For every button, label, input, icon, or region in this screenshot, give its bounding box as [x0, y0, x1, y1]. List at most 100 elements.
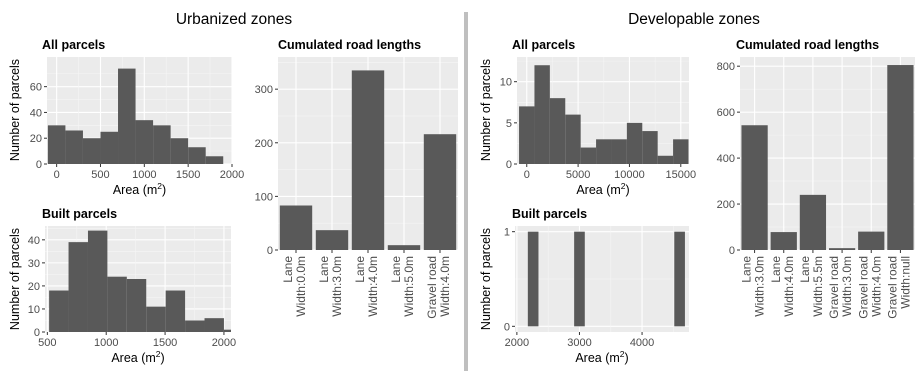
- chart-urban-all: All parcels 0 20 40 60 0 500 1000 1500 2000 Area (…: [8, 38, 244, 197]
- histogram-bar: [534, 65, 550, 164]
- road-length-bar: [351, 70, 385, 251]
- histogram-bar: [49, 290, 69, 332]
- x-axis-label: Area (m2): [113, 181, 166, 197]
- x-tick-label: 0: [54, 169, 60, 181]
- y-tick-label: 40: [28, 235, 40, 247]
- category-label: Gravel roadWidth:null: [885, 256, 912, 319]
- y-axis-label: Number of parcels: [8, 228, 22, 330]
- histogram-bar: [185, 320, 205, 332]
- chart-title: Built parcels: [42, 207, 117, 221]
- histogram-bar: [642, 131, 658, 164]
- histogram-bar: [611, 139, 627, 164]
- chart-urban-roads: Cumulated road lengths 0 100 200 300 LaneWidt…: [255, 38, 458, 319]
- histogram-bar: [68, 242, 88, 332]
- x-axis-label: Area (m2): [111, 349, 164, 365]
- histogram-bar: [223, 329, 231, 332]
- category-label: Gravel roadWidth:4.0m: [856, 256, 883, 319]
- road-length-bar: [423, 134, 457, 250]
- x-tick-label: 1000: [94, 337, 118, 349]
- road-length-bar: [315, 230, 349, 250]
- y-tick-label: 20: [30, 133, 42, 145]
- y-tick-label: 10: [500, 77, 512, 89]
- chart-dev-all: All parcels 0 5 10 0 5000 10000 15000 Area (m2) N…: [479, 38, 696, 197]
- road-length-bar: [387, 245, 421, 250]
- histogram-bar: [146, 306, 166, 332]
- y-tick-label: 0: [36, 159, 42, 171]
- y-tick-label: 1: [504, 227, 510, 239]
- y-axis-label: Number of parcels: [479, 228, 493, 330]
- x-tick-label: 15000: [665, 169, 696, 181]
- road-length-bar: [799, 194, 827, 250]
- road-length-bar: [279, 205, 313, 250]
- histogram-bar: [153, 125, 171, 164]
- road-length-bar: [858, 231, 885, 250]
- x-tick-label: 4000: [630, 337, 654, 349]
- y-tick-label: 0: [267, 245, 273, 257]
- category-label: LaneWidth:5.0m: [389, 256, 416, 317]
- category-label: Gravel roadWidth:3.0m: [827, 256, 854, 319]
- histogram-bar: [135, 120, 154, 164]
- histogram-bar: [205, 156, 224, 164]
- section-title-developable: Developable zones: [628, 11, 760, 28]
- y-tick-label: 800: [717, 61, 735, 73]
- y-tick-label: 5: [506, 118, 512, 130]
- y-tick-label: 0: [729, 245, 735, 257]
- histogram-bar: [65, 130, 83, 164]
- histogram-bar: [580, 147, 597, 164]
- road-length-bar: [828, 248, 856, 250]
- category-label: LaneWidth:5.5m: [798, 256, 825, 317]
- y-tick-label: 300: [255, 84, 273, 96]
- road-length-bar: [741, 125, 768, 250]
- histogram-bar: [118, 68, 136, 164]
- histogram-bar: [527, 231, 539, 327]
- y-axis-label: Number of parcels: [479, 59, 493, 161]
- x-tick-label: 2000: [505, 337, 529, 349]
- x-tick-label: 2000: [212, 337, 236, 349]
- x-tick-label: 1000: [132, 169, 156, 181]
- x-tick-label: 500: [91, 169, 109, 181]
- chart-title: All parcels: [512, 38, 575, 52]
- histogram-bar: [674, 231, 685, 327]
- y-axis-label: Number of parcels: [8, 59, 22, 161]
- chart-urban-built: Built parcels 0 10 20 30 40 500 1000 1500 2000 Are…: [8, 207, 236, 365]
- y-tick-label: 10: [28, 304, 40, 316]
- histogram-bar: [87, 230, 108, 332]
- y-tick-label: 60: [30, 82, 42, 94]
- category-label: LaneWidth:4.0m: [769, 256, 796, 317]
- histogram-bar: [565, 114, 581, 164]
- chart-dev-roads: Cumulated road lengths 0 200 400 600 800 LaneW…: [717, 38, 915, 319]
- section-title-urbanized: Urbanized zones: [176, 11, 293, 28]
- x-tick-label: 0: [524, 169, 530, 181]
- x-tick-label: 10000: [614, 169, 645, 181]
- histogram-bar: [100, 131, 119, 164]
- section-divider: [464, 12, 468, 371]
- histogram-bar: [165, 290, 186, 332]
- histogram-bar: [82, 138, 101, 164]
- category-label: Gravel roadWidth:4.0m: [425, 256, 452, 319]
- chart-title: Built parcels: [512, 207, 587, 221]
- y-tick-label: 20: [28, 281, 40, 293]
- histogram-bar: [170, 138, 189, 164]
- histogram-bar: [657, 155, 674, 164]
- y-tick-label: 100: [255, 191, 273, 203]
- x-tick-label: 500: [38, 337, 56, 349]
- x-tick-label: 1500: [153, 337, 177, 349]
- category-label: LaneWidth:0.0m: [281, 256, 308, 317]
- histogram-bar: [549, 98, 566, 164]
- histogram-bar: [204, 318, 224, 332]
- x-tick-label: 3000: [567, 337, 591, 349]
- y-tick-label: 0: [506, 159, 512, 171]
- histogram-bar: [107, 276, 127, 332]
- y-tick-label: 200: [717, 199, 735, 211]
- y-tick-label: 600: [717, 107, 735, 119]
- y-tick-label: 200: [255, 138, 273, 150]
- histogram-bar: [47, 125, 66, 164]
- x-axis-label: Area (m2): [576, 181, 629, 197]
- road-length-bar: [770, 232, 797, 250]
- histogram-bar: [126, 279, 147, 332]
- category-label: LaneWidth:4.0m: [353, 256, 380, 317]
- x-tick-label: 2000: [220, 169, 244, 181]
- histogram-bar: [626, 122, 643, 164]
